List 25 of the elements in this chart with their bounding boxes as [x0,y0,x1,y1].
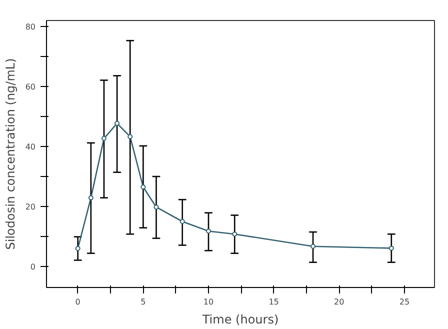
point [206,228,211,234]
point [388,246,394,251]
x-tick-label: 5 [140,298,146,306]
point [101,136,106,141]
x-tick-label: 10 [203,298,214,306]
point [75,246,80,251]
point [180,219,185,224]
y-tick-label: 20 [25,202,36,212]
x-tick-label: 15 [268,298,279,306]
x-tick-label: 20 [334,298,344,306]
point [114,120,120,126]
y-tick-label: 80 [25,22,36,32]
y-tick-label: 60 [25,82,36,92]
point [310,244,316,249]
y-axis-title: Silodosin concentration (ng/mL) [3,58,18,250]
y-tick-label: 40 [25,142,36,152]
point [232,232,238,237]
point [140,184,146,190]
x-tick-label: 0 [75,298,80,306]
point [154,204,159,210]
point [128,134,133,140]
y-tick-label: 0 [30,262,36,272]
x-axis-title: Time (hours) [201,312,279,326]
point [88,195,94,200]
x-tick-label: 25 [399,298,410,306]
